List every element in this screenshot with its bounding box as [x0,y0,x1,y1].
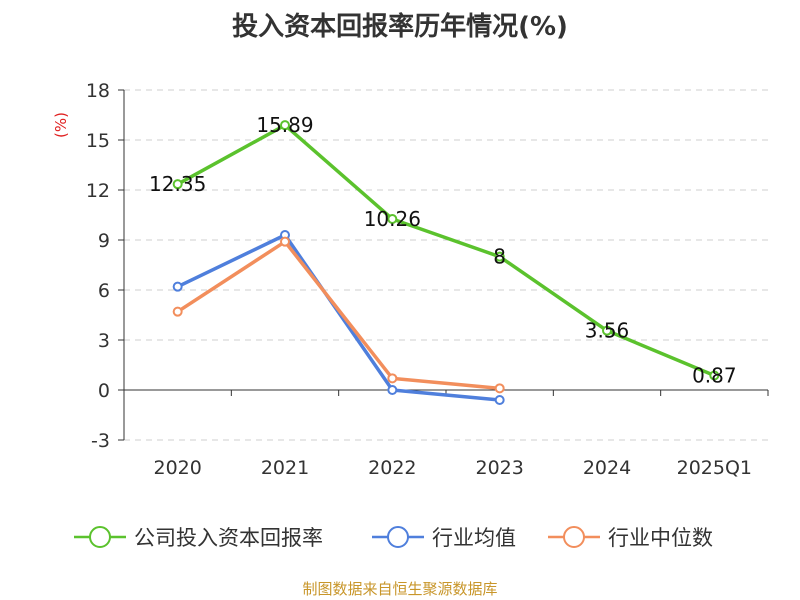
y-axis-unit: (%) [52,112,70,138]
legend-marker [387,526,409,548]
legend-label: 公司投入资本回报率 [134,526,323,550]
y-tick-label: 0 [98,380,110,402]
data-point [387,373,398,384]
series-line [176,239,500,391]
data-point [172,306,183,317]
legend-item[interactable]: 行业均值 [372,526,516,550]
data-label: 3.56 [585,319,630,343]
data-point [602,325,612,336]
legend-item[interactable]: 公司投入资本回报率 [74,526,323,550]
series-line [176,233,500,402]
series-lines [172,120,720,405]
data-point [172,281,183,292]
x-tick-label: 2025Q1 [677,457,752,479]
series-line [176,123,716,378]
data-label: 8 [493,245,506,269]
data-label: 0.87 [692,364,737,388]
legend-item[interactable]: 行业中位数 [548,526,713,550]
legend: 公司投入资本回报率 行业均值 行业中位数 [74,526,713,550]
legend-marker [563,526,585,548]
x-tick-label: 2020 [153,457,201,479]
x-tick-label: 2023 [475,457,523,479]
x-tick-label: 2022 [368,457,416,479]
data-label: 10.26 [364,207,421,231]
data-point [387,385,398,395]
y-tick-label: 18 [86,80,110,102]
y-tick-label: -3 [91,430,110,452]
y-tick-label: 3 [98,330,110,352]
legend-label: 行业均值 [432,526,516,550]
data-point [280,236,290,247]
x-tick-label: 2024 [583,457,631,479]
data-point [172,179,183,190]
data-label: 15.89 [256,113,313,137]
axes: -3 0 3 6 9 12 15 18 2020 2021 2022 2023 2024 2025Q1 (%… [52,80,769,479]
x-tick-label: 2021 [261,457,309,479]
legend-label: 行业中位数 [608,526,713,550]
chart-title: 投入资本回报率历年情况(%) [232,12,568,42]
data-point [280,120,290,131]
data-label: 12.35 [149,172,206,196]
y-tick-label: 15 [86,130,110,152]
legend-marker [89,526,111,548]
y-tick-label: 6 [98,280,110,302]
data-labels: 12.35 15.89 10.26 8 3.56 0.87 [149,113,737,387]
data-point [387,214,398,224]
data-point [494,395,505,405]
data-point [709,370,720,381]
data-source-note: 制图数据来自恒生聚源数据库 [302,580,498,598]
y-tick-label: 9 [98,230,110,252]
data-point [494,383,505,394]
y-tick-label: 12 [86,180,110,202]
data-point [494,251,505,262]
